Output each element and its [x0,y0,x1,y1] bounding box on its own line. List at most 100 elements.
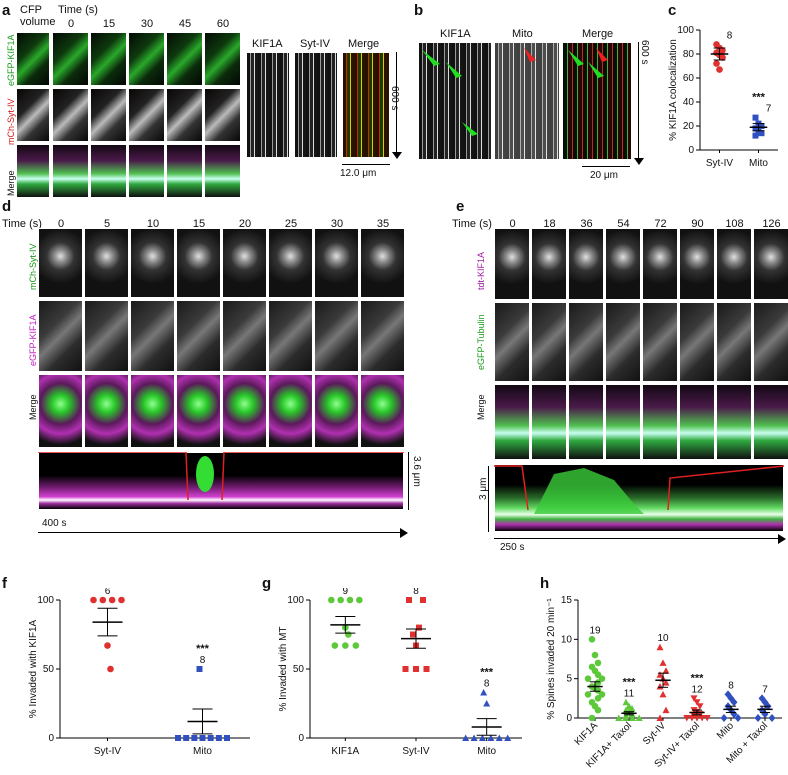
y-tick-label: 0 [566,713,572,724]
kymograph-kif1a [246,52,290,158]
e-frame [716,384,752,460]
d-frame [360,374,405,448]
e-frame [605,384,641,460]
panel-label-g: g [262,575,272,592]
y-tick-label: 50 [293,664,305,675]
d-frame [176,300,221,372]
kymograph-merge-a [342,52,390,158]
space-scale-d: 3.6 μm [411,456,422,487]
e-frame [679,384,715,460]
data-point [693,699,701,706]
d-time-tick: 20 [238,218,252,230]
time-arrow-head-a [392,152,402,159]
data-point [107,665,114,673]
e-frame [753,384,788,460]
significance-label: *** [752,92,766,104]
d-time-tick: 0 [57,218,65,230]
a-frame [90,144,127,198]
x-category-label: KIF1A [573,720,601,748]
time-label-a: Time (s) [58,4,98,16]
data-point [591,651,599,659]
d-frame [130,300,175,372]
d-time-tick: 10 [146,218,160,230]
d-frame [84,374,129,448]
data-point [584,691,592,698]
kymo-title-sytiv: Syt-IV [300,38,330,50]
data-point [199,735,206,741]
d-frame [84,228,129,298]
d-time-tick: 15 [192,218,206,230]
y-tick-label: 0 [298,733,304,744]
e-frame [642,384,678,460]
e-frame [531,384,567,460]
x-category-label: Syt-IV [402,746,430,757]
kymo-b-title-kif1a: KIF1A [440,28,471,40]
data-point [118,596,125,604]
green-arrow-icon [588,62,604,78]
panel-label-e: e [456,198,465,215]
data-point [594,695,602,702]
green-arrow-icon [462,122,478,136]
a-frame [204,88,241,142]
a-frame [52,88,89,142]
a-frame [166,32,203,86]
data-point [402,666,409,672]
row-label-d-sytiv: mCh-Syt-IV [28,243,38,290]
x-category-label: Mito [477,746,496,757]
d-frame [222,300,267,372]
data-point [331,642,339,649]
kymo-e-overlay [494,465,784,514]
a-frame [52,32,89,86]
space-scale-b: 20 μm [590,170,618,181]
d-time-tick: 5 [103,218,111,230]
time-arrow-head-e [778,534,786,544]
data-point [588,714,596,722]
y-tick-label: 0 [688,145,694,156]
time-scale-d: 400 s [42,518,67,529]
panel-label-f: f [2,575,7,592]
y-axis-label: % Invaded with MT [278,626,289,711]
space-bar-e [488,466,489,532]
e-frame [716,228,752,300]
space-scale-a: 12.0 μm [340,168,377,179]
data-point [696,703,704,710]
e-frame [605,302,641,382]
e-time-tick: 108 [725,218,744,230]
data-point [659,659,667,666]
a-frame [204,32,241,86]
data-point [108,596,116,604]
data-point [224,735,230,741]
e-time-tick: 126 [762,218,781,230]
a-cfp-frame [16,144,50,198]
data-point [196,666,203,672]
e-time-tick: 18 [543,218,556,230]
time-label-d: Time (s) [2,218,42,230]
data-point [758,123,765,129]
data-point [719,54,726,61]
green-arrow-icon [422,50,440,66]
kymo-b-title-mito: Mito [512,28,533,40]
data-point [346,596,354,604]
panel-label-h: h [540,575,550,592]
data-point [622,714,630,721]
n-label: 9 [343,588,349,597]
data-point [420,597,426,603]
kymo-d-overlay [38,452,404,501]
y-tick-label: 100 [37,595,54,606]
chart-f: 0 50 100 % Invaded with KIF1A Syt-IV 6 Mito 8**… [28,588,250,757]
panel-label-c: c [668,2,677,19]
data-point [720,714,728,722]
data-point [656,714,664,721]
data-point [662,679,670,686]
a-cfp-frame [16,88,50,142]
data-point [594,679,602,686]
time-arrow-head-b [634,158,644,165]
row-label-merge-a: Merge [6,170,16,196]
panel-label-b: b [414,2,424,19]
data-point [328,596,335,604]
row-label-e-tubulin: eGFP-Tubulin [476,314,486,370]
data-point [104,642,111,649]
kymograph-d [38,452,404,510]
data-point [423,666,430,672]
